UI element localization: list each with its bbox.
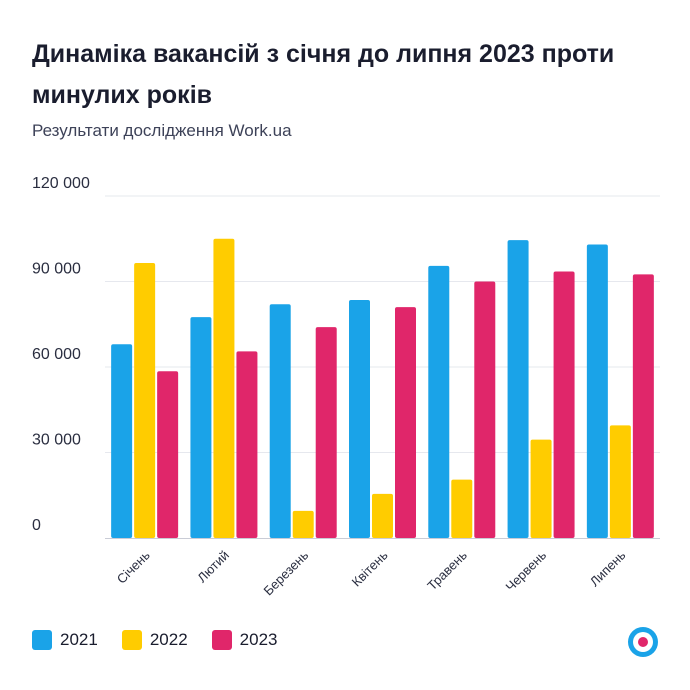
y-tick-label: 120 000 (32, 175, 90, 192)
y-tick-label: 30 000 (32, 432, 81, 449)
x-tick-label: Квітень (349, 547, 391, 589)
y-axis-ticks: 0 30 000 60 000 90 000 120 000 (32, 175, 90, 534)
legend-label-2023: 2023 (239, 630, 278, 649)
chart-subtitle: Результати дослідження Work.ua (32, 121, 292, 140)
bar-2022-4 (372, 493, 393, 538)
legend-item-2022: 2022 (121, 630, 188, 650)
chart-title: Динаміка вакансій з січня до липня 2023 … (32, 40, 615, 109)
bar-2023-1 (157, 371, 179, 538)
bar-2022-6 (530, 439, 552, 538)
legend-swatch-2022 (121, 630, 142, 650)
bar-2022-2 (213, 238, 235, 538)
legend-swatch-2023 (211, 630, 232, 650)
x-tick-label: Травень (424, 547, 470, 593)
bar-2023-6 (553, 271, 575, 538)
work-ua-logo-icon (628, 627, 658, 657)
bar-2021-4 (349, 300, 370, 538)
legend-swatch-2021 (32, 630, 52, 650)
y-tick-label: 60 000 (32, 346, 81, 363)
legend: 2021 2022 2023 (32, 630, 277, 650)
y-tick-label: 90 000 (32, 261, 81, 278)
legend-item-2021: 2021 (32, 630, 98, 650)
x-tick-label: Лютий (194, 548, 232, 586)
bar-2022-5 (451, 479, 473, 538)
bar-2023-5 (474, 281, 496, 538)
bars (111, 238, 654, 539)
bar-2021-7 (586, 244, 608, 538)
x-tick-label: Липень (587, 547, 629, 589)
bar-2021-2 (190, 317, 212, 538)
grid-lines (105, 195, 660, 453)
legend-label-2021: 2021 (60, 630, 98, 649)
x-tick-label: Січень (114, 547, 153, 586)
bar-2022-1 (134, 262, 156, 538)
bar-2023-7 (632, 274, 654, 538)
legend-label-2022: 2022 (149, 630, 188, 649)
legend-item-2023: 2023 (211, 630, 278, 650)
bar-2022-3 (292, 510, 314, 538)
bar-2023-3 (315, 327, 337, 538)
bar-2021-6 (507, 240, 529, 539)
bar-2021-3 (269, 304, 291, 538)
bar-2023-4 (395, 307, 416, 538)
x-tick-label: Червень (502, 547, 549, 594)
bar-2022-7 (609, 425, 631, 538)
bar-2021-1 (111, 344, 133, 538)
y-tick-label: 0 (32, 517, 41, 534)
x-tick-label: Березень (260, 547, 311, 598)
bar-2023-2 (236, 351, 258, 538)
x-axis-ticks: Січень Лютий Березень Квітень Травень Червень… (114, 547, 629, 598)
bar-2021-5 (428, 265, 450, 538)
